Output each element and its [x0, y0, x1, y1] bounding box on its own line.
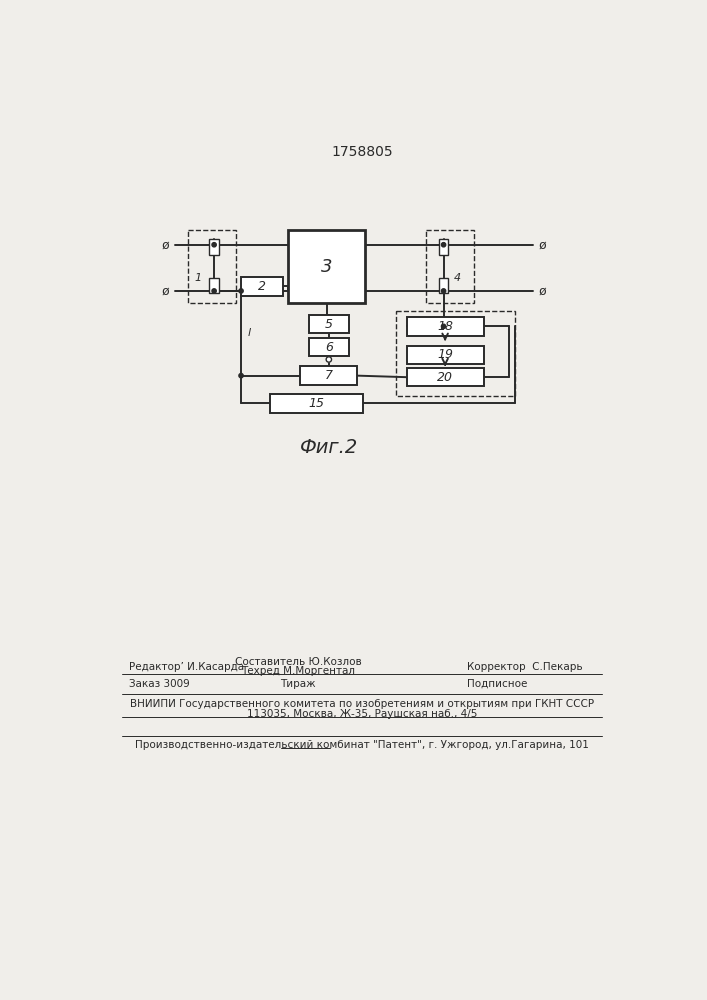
Bar: [396, 311, 515, 396]
Text: 6: 6: [325, 341, 333, 354]
Circle shape: [441, 243, 445, 247]
Bar: [407, 346, 484, 364]
Bar: [426, 230, 474, 303]
Text: 5: 5: [325, 318, 333, 331]
Bar: [309, 338, 349, 356]
Text: Тираж: Тираж: [280, 679, 316, 689]
Text: Техред М.Моргентал: Техред М.Моргентал: [241, 666, 355, 676]
Text: 3: 3: [321, 258, 332, 276]
Text: ø: ø: [538, 284, 546, 297]
Circle shape: [441, 289, 445, 293]
Text: Составитель Ю.Козлов: Составитель Ю.Козлов: [235, 657, 361, 667]
Text: Производственно-издательский комбинат "Патент", г. Ужгород, ул.Гагарина, 101: Производственно-издательский комбинат "П…: [135, 740, 589, 750]
Bar: [209, 278, 218, 293]
Text: Подписное: Подписное: [467, 679, 528, 689]
Bar: [288, 230, 365, 303]
Text: Фиг.2: Фиг.2: [300, 438, 358, 457]
Bar: [439, 239, 448, 255]
Text: 20: 20: [437, 371, 453, 384]
Text: Заказ 3009: Заказ 3009: [129, 679, 189, 689]
Circle shape: [239, 289, 243, 293]
Text: Корректор  С.Пекарь: Корректор С.Пекарь: [467, 662, 583, 672]
Text: 1: 1: [194, 273, 201, 283]
Text: 15: 15: [308, 397, 325, 410]
Text: Редактор’ И.Касарда: Редактор’ И.Касарда: [129, 662, 244, 672]
Text: 2: 2: [258, 280, 267, 293]
Text: ВНИИПИ Государственного комитета по изобретениям и открытиям при ГКНТ СССР: ВНИИПИ Государственного комитета по изоб…: [130, 699, 594, 709]
Bar: [209, 239, 218, 255]
Bar: [407, 368, 484, 386]
Text: ø: ø: [162, 284, 170, 297]
Text: ø: ø: [538, 238, 546, 251]
Bar: [300, 366, 357, 385]
Text: 7: 7: [325, 369, 332, 382]
Text: 4: 4: [454, 273, 461, 283]
Text: 1758805: 1758805: [331, 145, 393, 159]
Circle shape: [212, 243, 216, 247]
Text: 18: 18: [437, 320, 453, 333]
Bar: [309, 315, 349, 333]
Circle shape: [441, 324, 445, 329]
Circle shape: [326, 357, 332, 362]
Text: 113035, Москва, Ж-35, Раушская наб., 4/5: 113035, Москва, Ж-35, Раушская наб., 4/5: [247, 709, 477, 719]
Bar: [269, 394, 363, 413]
Text: 19: 19: [437, 348, 453, 361]
Bar: [407, 317, 484, 336]
Text: l: l: [248, 328, 251, 338]
Circle shape: [212, 289, 216, 293]
Circle shape: [239, 373, 243, 378]
Bar: [188, 230, 236, 303]
Text: ø: ø: [162, 238, 170, 251]
Bar: [439, 278, 448, 293]
Bar: [241, 277, 284, 296]
